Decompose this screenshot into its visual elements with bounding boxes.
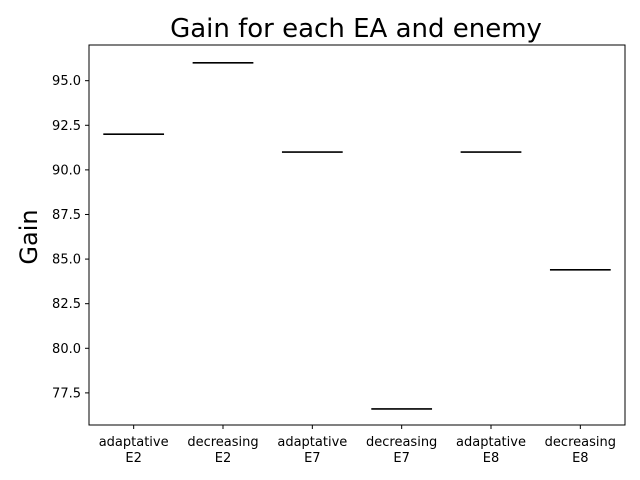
- y-tick-label: 77.5: [52, 386, 81, 401]
- x-tick-label: E7: [304, 451, 321, 466]
- x-tick-label: decreasing: [187, 435, 258, 450]
- x-tick-label: E8: [483, 451, 500, 466]
- x-tick-label: E2: [215, 451, 232, 466]
- y-tick-label: 90.0: [52, 163, 81, 178]
- y-tick-label: 92.5: [52, 119, 81, 134]
- x-axis-ticks: adaptativeE2decreasingE2adaptativeE7decr…: [99, 425, 616, 466]
- plot-area: [88, 44, 626, 426]
- x-tick-label: decreasing: [545, 435, 616, 450]
- x-tick-label: E8: [572, 451, 589, 466]
- y-tick-label: 85.0: [52, 253, 81, 268]
- y-tick-label: 87.5: [52, 208, 81, 223]
- x-tick-label: decreasing: [366, 435, 437, 450]
- y-tick-label: 80.0: [52, 342, 81, 357]
- chart-title: Gain for each EA and enemy: [170, 14, 542, 44]
- y-axis-ticks: 77.5 80.0 82.5 85.0 87.5 90.0 92.5 95.0: [52, 74, 89, 401]
- x-tick-label: E2: [125, 451, 142, 466]
- x-tick-label: adaptative: [456, 435, 526, 450]
- y-axis-label: Gain: [15, 209, 43, 264]
- x-tick-label: adaptative: [99, 435, 169, 450]
- x-tick-label: adaptative: [277, 435, 347, 450]
- y-tick-label: 95.0: [52, 74, 81, 89]
- box-series: [103, 62, 611, 410]
- y-tick-label: 82.5: [52, 297, 81, 312]
- x-tick-label: E7: [393, 451, 410, 466]
